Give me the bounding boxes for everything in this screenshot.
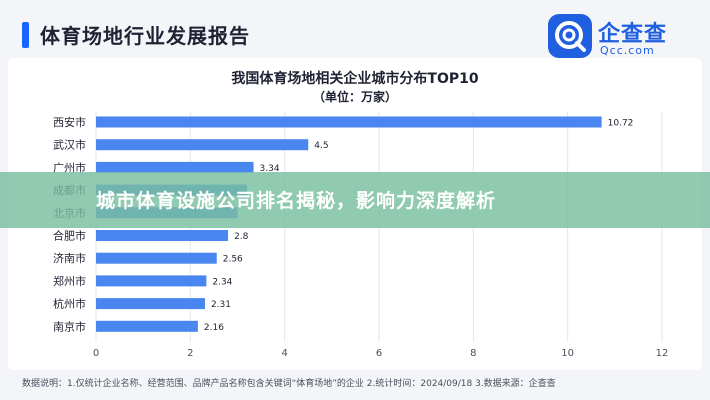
data-label: 3.34	[260, 164, 280, 174]
x-tick-label: 10	[561, 348, 574, 359]
data-label: 2.16	[204, 323, 224, 333]
bar-3	[96, 161, 254, 173]
data-label: 2.56	[223, 255, 243, 265]
logo-name: 企查查	[598, 22, 668, 47]
bar-9	[96, 298, 205, 310]
qcc-logo: 企查查 Qcc.com	[548, 14, 698, 60]
bar-8	[96, 275, 207, 287]
bar-2	[96, 139, 309, 151]
headline-text: 城市体育设施公司排名揭秘，影响力深度解析	[96, 190, 497, 212]
category-label: 济南市	[53, 251, 86, 265]
logo-domain: Qcc.com	[600, 44, 655, 57]
category-label: 南京市	[53, 319, 86, 333]
bar-10	[96, 320, 198, 332]
title-accent-bar	[22, 22, 29, 48]
report-title: 体育场地行业发展报告	[40, 24, 250, 48]
x-tick-label: 4	[281, 348, 287, 359]
category-label: 郑州市	[53, 274, 86, 288]
qcc-logo-icon	[548, 14, 592, 58]
data-label: 10.72	[608, 119, 634, 129]
data-footnote: 数据说明：1.仅统计企业名称、经营范围、品牌产品名称包含关键词“体育场地”的企业…	[22, 379, 556, 389]
chart-subtitle: （单位：万家）	[312, 90, 397, 104]
data-label: 2.8	[234, 232, 249, 242]
bar-1	[96, 116, 602, 128]
x-tick-label: 2	[187, 348, 193, 359]
bar-7	[96, 252, 217, 264]
category-label: 杭州市	[53, 297, 86, 311]
category-label: 西安市	[53, 115, 86, 129]
bar-6	[96, 230, 229, 241]
data-label: 2.31	[211, 300, 231, 310]
chart-title: 我国体育场地相关企业城市分布TOP10	[231, 71, 479, 87]
category-label: 武汉市	[53, 138, 86, 152]
x-tick-label: 0	[93, 348, 99, 359]
category-label: 合肥市	[53, 229, 86, 243]
category-label: 广州市	[53, 160, 86, 174]
data-label: 2.34	[212, 277, 232, 287]
x-tick-label: 8	[470, 348, 476, 359]
headline-banner: 城市体育设施公司排名揭秘，影响力深度解析	[0, 172, 710, 228]
x-tick-label: 6	[376, 348, 382, 359]
x-tick-label: 12	[656, 348, 669, 359]
data-label: 4.5	[314, 141, 328, 151]
